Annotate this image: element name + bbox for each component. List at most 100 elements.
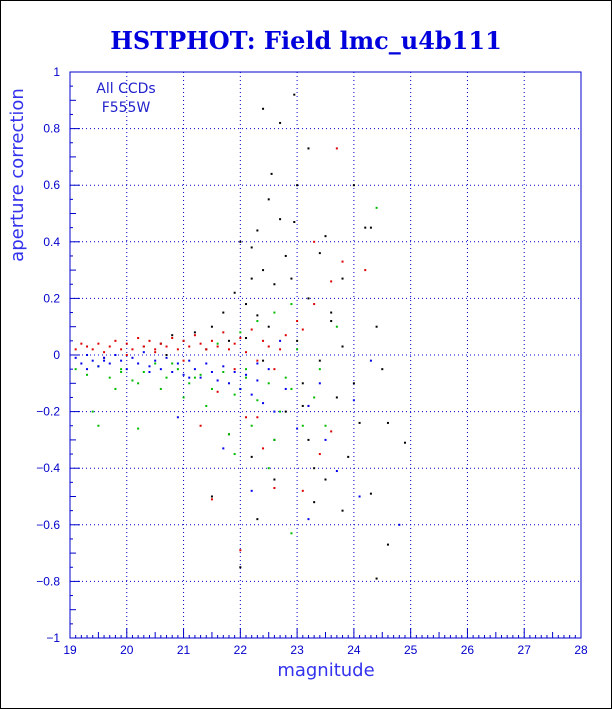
y-tick-label: −0.2 [36, 405, 60, 419]
data-point [91, 348, 94, 351]
data-point [330, 311, 333, 314]
y-tick-label: 1 [53, 65, 60, 79]
data-point [120, 348, 123, 351]
data-point [245, 373, 248, 376]
data-point [279, 348, 282, 351]
data-point [199, 373, 202, 376]
data-point [205, 404, 208, 407]
x-tick-label: 21 [177, 643, 191, 657]
y-tick-labels: 1 0.8 0.6 0.4 0.2 0 −0.2 −0.4 −0.6 −0.8 −1 [36, 65, 60, 645]
data-point [250, 455, 253, 458]
data-point [375, 206, 378, 209]
data-point [108, 345, 111, 348]
data-point [103, 351, 106, 354]
data-point [193, 331, 196, 334]
data-point [290, 387, 293, 390]
data-point [262, 447, 265, 450]
data-point [171, 337, 174, 340]
data-point [290, 532, 293, 535]
data-point [267, 467, 270, 470]
data-point [148, 365, 151, 368]
data-point [120, 370, 123, 373]
data-point [216, 379, 219, 382]
data-point [273, 410, 276, 413]
data-point [364, 226, 367, 229]
data-point [284, 254, 287, 257]
data-point [125, 342, 128, 345]
data-point [176, 362, 179, 365]
data-point [120, 368, 123, 371]
data-point [210, 387, 213, 390]
data-point [137, 362, 140, 365]
data-point [199, 376, 202, 379]
data-point [375, 577, 378, 580]
data-point [256, 314, 259, 317]
data-point [324, 235, 327, 238]
data-point [279, 218, 282, 221]
data-point [222, 311, 225, 314]
data-point [330, 280, 333, 283]
data-point [301, 404, 304, 407]
data-point [352, 184, 355, 187]
data-point [267, 198, 270, 201]
data-point [222, 365, 225, 368]
x-tick-label: 20 [120, 643, 134, 657]
data-point [114, 387, 117, 390]
data-point [262, 269, 265, 272]
data-point [182, 373, 185, 376]
data-point [233, 342, 236, 345]
data-point [290, 277, 293, 280]
data-point [284, 410, 287, 413]
data-point [403, 441, 406, 444]
y-tick-label: 0.6 [43, 178, 60, 192]
data-point [239, 240, 242, 243]
data-point [227, 382, 230, 385]
data-point [335, 147, 338, 150]
minor-ticks [69, 71, 582, 639]
data-point [313, 240, 316, 243]
data-point [341, 277, 344, 280]
data-point [154, 351, 157, 354]
data-point [250, 246, 253, 249]
data-point [210, 325, 213, 328]
data-point [330, 430, 333, 433]
data-point [154, 348, 157, 351]
data-point [245, 376, 248, 379]
data-point [182, 396, 185, 399]
data-point [142, 351, 145, 354]
data-point [193, 376, 196, 379]
data-point [273, 283, 276, 286]
data-point [97, 342, 100, 345]
data-point [341, 345, 344, 348]
data-point [301, 382, 304, 385]
data-point [210, 339, 213, 342]
data-point [369, 359, 372, 362]
y-axis-label: aperture correction [7, 88, 28, 262]
chart-title: HSTPHOT: Field lmc_u4b111 [110, 26, 502, 55]
data-point [386, 421, 389, 424]
data-point [210, 498, 213, 501]
data-point [97, 424, 100, 427]
data-point [86, 368, 89, 371]
data-point [239, 337, 242, 340]
data-point [239, 387, 242, 390]
data-point [245, 303, 248, 306]
data-point [103, 359, 106, 362]
data-points [74, 93, 406, 580]
data-point [256, 518, 259, 521]
x-tick-label: 23 [290, 643, 304, 657]
data-point [301, 489, 304, 492]
data-point [91, 359, 94, 362]
data-point [125, 368, 128, 371]
data-point [307, 518, 310, 521]
data-point [296, 427, 299, 430]
data-point [256, 229, 259, 232]
data-point [290, 303, 293, 306]
data-point [347, 455, 350, 458]
data-point [256, 359, 259, 362]
data-point [318, 453, 321, 456]
data-point [267, 325, 270, 328]
data-point [222, 331, 225, 334]
data-point [165, 376, 168, 379]
